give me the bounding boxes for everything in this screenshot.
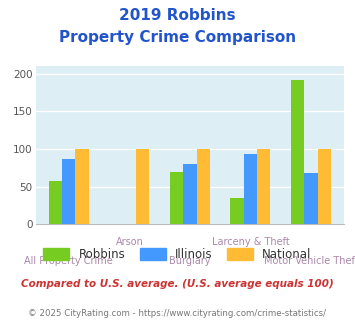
Bar — [183, 164, 197, 224]
Bar — [230, 198, 244, 224]
Bar — [197, 149, 210, 224]
Text: 2019 Robbins: 2019 Robbins — [119, 8, 236, 23]
Legend: Robbins, Illinois, National: Robbins, Illinois, National — [37, 242, 318, 267]
Bar — [76, 149, 89, 224]
Text: Property Crime Comparison: Property Crime Comparison — [59, 30, 296, 45]
Text: Burglary: Burglary — [169, 256, 211, 266]
Bar — [170, 172, 183, 224]
Bar — [291, 80, 304, 224]
Bar — [49, 182, 62, 224]
Text: Motor Vehicle Theft: Motor Vehicle Theft — [264, 256, 355, 266]
Bar — [257, 149, 271, 224]
Text: © 2025 CityRating.com - https://www.cityrating.com/crime-statistics/: © 2025 CityRating.com - https://www.city… — [28, 309, 327, 317]
Text: Larceny & Theft: Larceny & Theft — [212, 237, 289, 247]
Text: Compared to U.S. average. (U.S. average equals 100): Compared to U.S. average. (U.S. average … — [21, 279, 334, 289]
Bar — [244, 154, 257, 224]
Text: Arson: Arson — [115, 237, 143, 247]
Text: All Property Crime: All Property Crime — [24, 256, 113, 266]
Bar — [304, 173, 318, 224]
Bar — [318, 149, 331, 224]
Bar — [62, 159, 76, 224]
Bar — [136, 149, 149, 224]
